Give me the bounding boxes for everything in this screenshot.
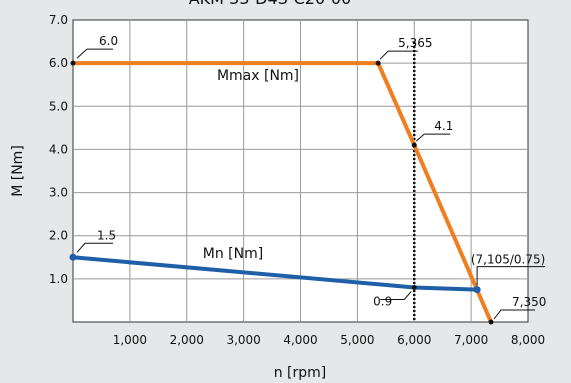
y-axis-label: M [Nm] (10, 145, 26, 197)
annotation-label-6: (7,105/0.75) (471, 253, 545, 267)
annotation-label-4: 1.5 (97, 228, 116, 242)
series-line-mmax (73, 61, 493, 323)
tick-labels: 1,000 2,000 3,000 4,000 5,000 6,000 7,000 8,000… (49, 13, 545, 347)
series-label-mmax: Mmax [Nm] (217, 68, 299, 84)
annotation-leader-0 (76, 48, 113, 59)
data-point-1-0 (69, 253, 77, 261)
y-tick-label-0: 1.0 (49, 272, 68, 286)
chart-title: AKM 33-D4S-C20-00 (189, 0, 352, 8)
annotation-label-5: 0.9 (373, 294, 392, 308)
data-point-1-1 (411, 284, 417, 290)
x-axis-label: n [rpm] (274, 365, 327, 381)
annotation-label-2: 4.1 (434, 119, 453, 133)
x-tick-label-7: 8,000 (511, 333, 545, 347)
x-tick-label-4: 5,000 (340, 333, 374, 347)
y-tick-label-2: 3.0 (49, 186, 68, 200)
y-tick-label-6: 7.0 (49, 13, 68, 27)
series-label-mn: Mn [Nm] (203, 246, 263, 262)
annotation-leader-6 (476, 266, 546, 286)
x-tick-label-1: 2,000 (170, 333, 204, 347)
annotation-label-0: 6.0 (99, 34, 118, 48)
data-point-0-0 (70, 60, 76, 66)
y-tick-label-5: 6.0 (49, 56, 68, 70)
y-tick-label-1: 2.0 (49, 229, 68, 243)
data-point-0-1 (375, 60, 381, 66)
data-point-0-3 (488, 319, 494, 325)
data-point-0-2 (411, 142, 417, 148)
annotation-label-3: 7,350 (512, 295, 546, 309)
data-points (69, 60, 494, 325)
data-point-1-2 (473, 286, 481, 294)
y-tick-label-3: 4.0 (49, 142, 68, 156)
annotation-leader-5 (380, 291, 412, 300)
annotation-leader-3 (493, 309, 536, 320)
x-tick-label-0: 1,000 (113, 333, 147, 347)
annotation-leader-4 (76, 242, 113, 253)
x-tick-label-3: 4,000 (283, 333, 317, 347)
annotation-leader-2 (415, 133, 451, 142)
annotation-leader-1 (379, 50, 419, 60)
annotations: 6.0 5,365 4.1 7,350 1.5 0.9 (7,105/0.75) (76, 34, 546, 320)
annotation-label-1: 5,365 (398, 36, 432, 50)
x-tick-label-5: 6,000 (397, 333, 431, 347)
y-tick-label-4: 5.0 (49, 99, 68, 113)
x-tick-label-2: 3,000 (226, 333, 260, 347)
x-tick-label-6: 7,000 (454, 333, 488, 347)
